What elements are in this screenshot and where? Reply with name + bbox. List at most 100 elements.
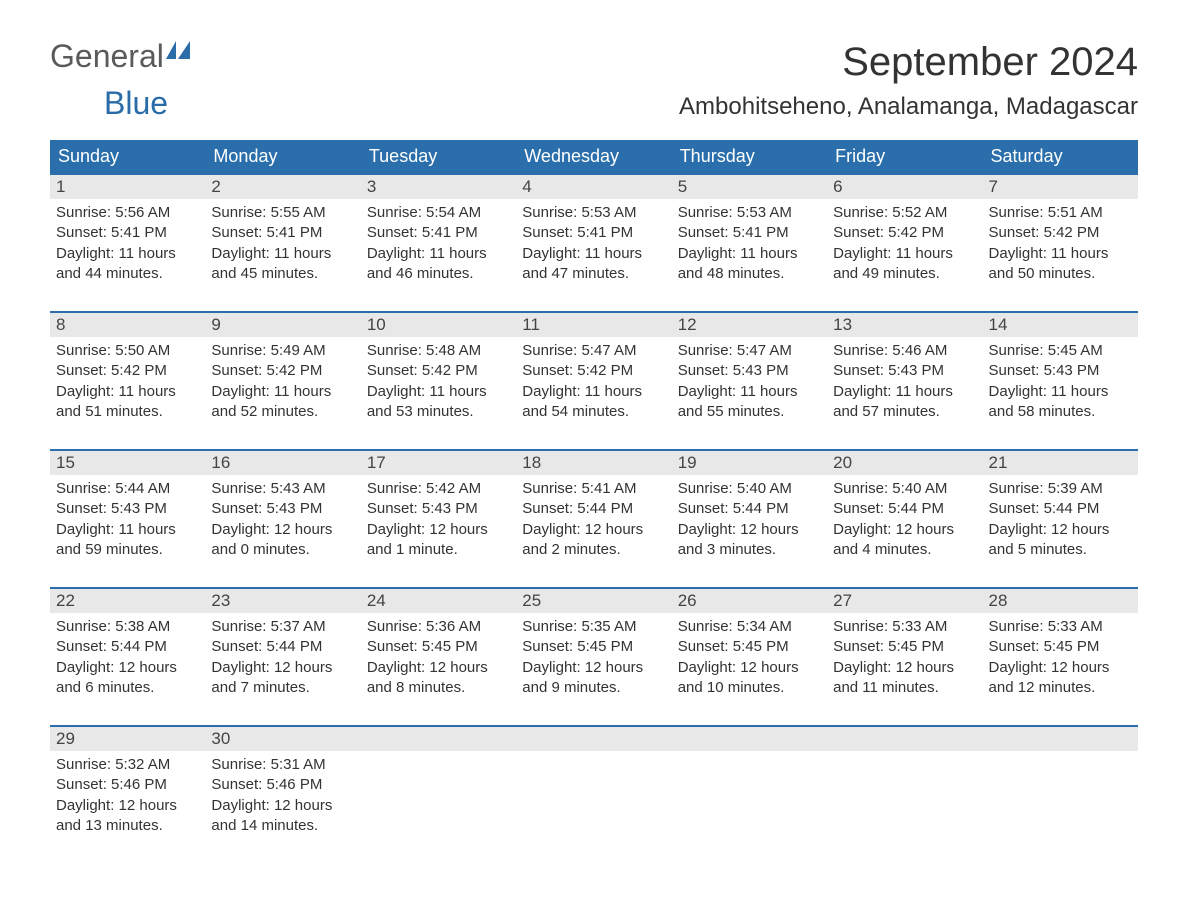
day-line-ss: Sunset: 5:45 PM <box>678 637 821 657</box>
day-line-d1: Daylight: 12 hours <box>367 520 510 540</box>
day-line-d2: and 48 minutes. <box>678 264 821 284</box>
day-details: Sunrise: 5:54 AMSunset: 5:41 PMDaylight:… <box>361 199 516 294</box>
day-cell: 6Sunrise: 5:52 AMSunset: 5:42 PMDaylight… <box>827 173 982 301</box>
day-line-sr: Sunrise: 5:54 AM <box>367 203 510 223</box>
day-number: 23 <box>205 589 360 613</box>
day-line-sr: Sunrise: 5:35 AM <box>522 617 665 637</box>
day-cell: 5Sunrise: 5:53 AMSunset: 5:41 PMDaylight… <box>672 173 827 301</box>
day-number: 22 <box>50 589 205 613</box>
day-details: Sunrise: 5:43 AMSunset: 5:43 PMDaylight:… <box>205 475 360 570</box>
day-line-d1: Daylight: 11 hours <box>678 382 821 402</box>
day-number: 17 <box>361 451 516 475</box>
day-line-ss: Sunset: 5:41 PM <box>56 223 199 243</box>
day-line-ss: Sunset: 5:44 PM <box>211 637 354 657</box>
day-line-d1: Daylight: 11 hours <box>989 382 1132 402</box>
day-line-sr: Sunrise: 5:47 AM <box>678 341 821 361</box>
day-line-d2: and 44 minutes. <box>56 264 199 284</box>
day-line-ss: Sunset: 5:45 PM <box>989 637 1132 657</box>
day-details: Sunrise: 5:33 AMSunset: 5:45 PMDaylight:… <box>827 613 982 708</box>
day-line-d2: and 55 minutes. <box>678 402 821 422</box>
day-number: 21 <box>983 451 1138 475</box>
day-number: 6 <box>827 175 982 199</box>
day-line-d1: Daylight: 12 hours <box>56 658 199 678</box>
day-number <box>827 727 982 751</box>
day-line-sr: Sunrise: 5:45 AM <box>989 341 1132 361</box>
day-line-d2: and 11 minutes. <box>833 678 976 698</box>
day-cell: 29Sunrise: 5:32 AMSunset: 5:46 PMDayligh… <box>50 725 205 853</box>
day-line-d2: and 10 minutes. <box>678 678 821 698</box>
day-line-ss: Sunset: 5:42 PM <box>522 361 665 381</box>
day-cell <box>672 725 827 853</box>
day-details: Sunrise: 5:47 AMSunset: 5:42 PMDaylight:… <box>516 337 671 432</box>
day-line-ss: Sunset: 5:43 PM <box>989 361 1132 381</box>
day-details: Sunrise: 5:32 AMSunset: 5:46 PMDaylight:… <box>50 751 205 846</box>
day-details: Sunrise: 5:37 AMSunset: 5:44 PMDaylight:… <box>205 613 360 708</box>
day-details: Sunrise: 5:46 AMSunset: 5:43 PMDaylight:… <box>827 337 982 432</box>
day-number: 19 <box>672 451 827 475</box>
day-line-d1: Daylight: 11 hours <box>833 244 976 264</box>
day-line-ss: Sunset: 5:41 PM <box>522 223 665 243</box>
day-line-ss: Sunset: 5:43 PM <box>56 499 199 519</box>
day-line-sr: Sunrise: 5:53 AM <box>522 203 665 223</box>
day-details: Sunrise: 5:56 AMSunset: 5:41 PMDaylight:… <box>50 199 205 294</box>
day-line-d1: Daylight: 12 hours <box>678 520 821 540</box>
day-header-row: Sunday Monday Tuesday Wednesday Thursday… <box>50 140 1138 173</box>
day-details: Sunrise: 5:49 AMSunset: 5:42 PMDaylight:… <box>205 337 360 432</box>
day-line-sr: Sunrise: 5:38 AM <box>56 617 199 637</box>
day-cell: 30Sunrise: 5:31 AMSunset: 5:46 PMDayligh… <box>205 725 360 853</box>
day-cell <box>361 725 516 853</box>
day-line-d1: Daylight: 12 hours <box>833 520 976 540</box>
brand-part2: Blue <box>104 85 168 121</box>
brand-part1: General <box>50 40 164 72</box>
day-line-sr: Sunrise: 5:44 AM <box>56 479 199 499</box>
day-number: 10 <box>361 313 516 337</box>
day-cell: 28Sunrise: 5:33 AMSunset: 5:45 PMDayligh… <box>983 587 1138 715</box>
day-line-sr: Sunrise: 5:33 AM <box>989 617 1132 637</box>
day-number: 13 <box>827 313 982 337</box>
day-line-d1: Daylight: 12 hours <box>211 658 354 678</box>
day-cell: 26Sunrise: 5:34 AMSunset: 5:45 PMDayligh… <box>672 587 827 715</box>
day-line-sr: Sunrise: 5:42 AM <box>367 479 510 499</box>
day-number: 2 <box>205 175 360 199</box>
day-line-sr: Sunrise: 5:50 AM <box>56 341 199 361</box>
day-line-sr: Sunrise: 5:47 AM <box>522 341 665 361</box>
day-details: Sunrise: 5:33 AMSunset: 5:45 PMDaylight:… <box>983 613 1138 708</box>
day-line-ss: Sunset: 5:41 PM <box>678 223 821 243</box>
day-line-d2: and 13 minutes. <box>56 816 199 836</box>
day-line-d2: and 3 minutes. <box>678 540 821 560</box>
day-cell: 4Sunrise: 5:53 AMSunset: 5:41 PMDaylight… <box>516 173 671 301</box>
day-line-d2: and 58 minutes. <box>989 402 1132 422</box>
day-cell: 1Sunrise: 5:56 AMSunset: 5:41 PMDaylight… <box>50 173 205 301</box>
day-line-d1: Daylight: 12 hours <box>211 796 354 816</box>
day-details: Sunrise: 5:31 AMSunset: 5:46 PMDaylight:… <box>205 751 360 846</box>
day-cell: 7Sunrise: 5:51 AMSunset: 5:42 PMDaylight… <box>983 173 1138 301</box>
day-line-sr: Sunrise: 5:40 AM <box>833 479 976 499</box>
day-number <box>516 727 671 751</box>
day-line-d1: Daylight: 11 hours <box>56 244 199 264</box>
day-details: Sunrise: 5:47 AMSunset: 5:43 PMDaylight:… <box>672 337 827 432</box>
day-line-d1: Daylight: 11 hours <box>211 382 354 402</box>
day-line-d1: Daylight: 11 hours <box>56 382 199 402</box>
week-row: 22Sunrise: 5:38 AMSunset: 5:44 PMDayligh… <box>50 587 1138 715</box>
day-line-d2: and 50 minutes. <box>989 264 1132 284</box>
day-line-d1: Daylight: 12 hours <box>989 520 1132 540</box>
day-line-ss: Sunset: 5:43 PM <box>678 361 821 381</box>
day-number: 26 <box>672 589 827 613</box>
day-line-sr: Sunrise: 5:36 AM <box>367 617 510 637</box>
day-line-d2: and 47 minutes. <box>522 264 665 284</box>
brand-wing-icon <box>166 41 194 61</box>
day-line-ss: Sunset: 5:44 PM <box>989 499 1132 519</box>
day-cell: 14Sunrise: 5:45 AMSunset: 5:43 PMDayligh… <box>983 311 1138 439</box>
day-details: Sunrise: 5:48 AMSunset: 5:42 PMDaylight:… <box>361 337 516 432</box>
day-cell: 21 Sunrise: 5:39 AMSunset: 5:44 PMDayligh… <box>983 449 1138 577</box>
day-number <box>672 727 827 751</box>
day-line-sr: Sunrise: 5:39 AM <box>989 479 1132 499</box>
day-line-d2: and 5 minutes. <box>989 540 1132 560</box>
day-cell: 27Sunrise: 5:33 AMSunset: 5:45 PMDayligh… <box>827 587 982 715</box>
day-number: 12 <box>672 313 827 337</box>
day-details: Sunrise: 5:50 AMSunset: 5:42 PMDaylight:… <box>50 337 205 432</box>
week-row: 8Sunrise: 5:50 AMSunset: 5:42 PMDaylight… <box>50 311 1138 439</box>
day-details: Sunrise: 5:35 AMSunset: 5:45 PMDaylight:… <box>516 613 671 708</box>
day-line-d2: and 54 minutes. <box>522 402 665 422</box>
day-number: 28 <box>983 589 1138 613</box>
